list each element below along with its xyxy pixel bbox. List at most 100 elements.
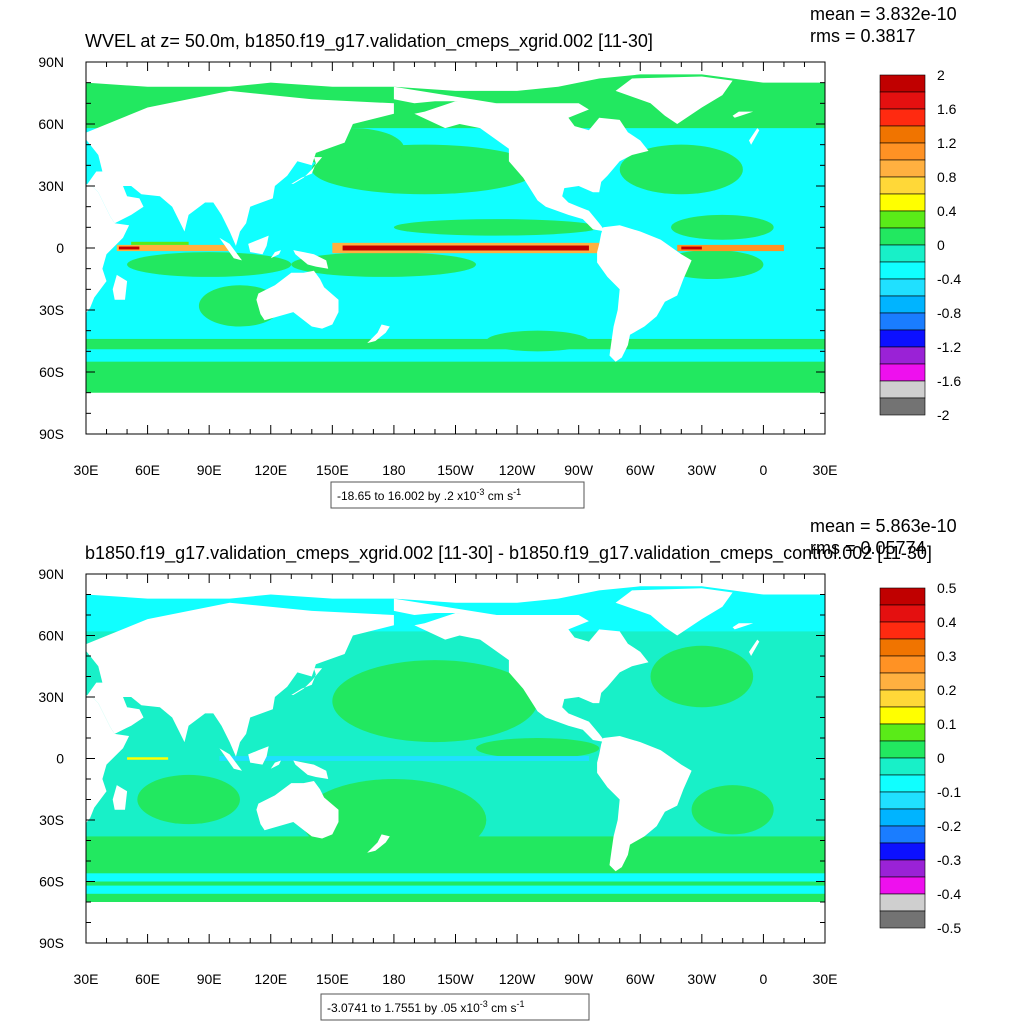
- y-axis: 90N 60N 30N 0 30S 60S 90S: [38, 566, 825, 951]
- landmass-13: [367, 834, 390, 853]
- colorbar-label: 0: [937, 750, 945, 766]
- landmass-5: [615, 588, 733, 636]
- colorbar-box: [879, 397, 926, 416]
- landmass-14: [393, 598, 497, 615]
- colorbar-box: [879, 329, 926, 348]
- colorbar-label: -0.4: [937, 886, 961, 902]
- colorbar-box: [879, 621, 926, 640]
- colorbar-label: -0.5: [937, 920, 961, 936]
- colorbar-box: [879, 278, 926, 297]
- y-tick-label: 60S: [39, 364, 64, 380]
- x-tick-label: 30W: [687, 462, 717, 478]
- landmass-5: [615, 76, 733, 124]
- colorbar-label: 0.4: [937, 614, 957, 630]
- s-pacific-anomaly: [301, 779, 487, 861]
- landmass-12: [291, 668, 323, 695]
- indian-anomaly: [137, 774, 240, 825]
- info-text: -3.0741 to 1.7551 by .05 x10-3 cm s-1: [327, 999, 525, 1015]
- landmass-16: [749, 639, 760, 656]
- colorbar-box: [879, 876, 926, 895]
- y-tick-label: 30S: [39, 812, 64, 828]
- x-tick-label: 30E: [813, 462, 838, 478]
- landmass-4: [597, 736, 692, 872]
- stat-rms: rms = 0.3817: [810, 26, 916, 46]
- landmass-13: [367, 324, 390, 344]
- n-pacific-anomaly: [332, 660, 538, 743]
- landmass-15: [732, 111, 754, 118]
- landmass-6: [86, 902, 825, 943]
- contour-info-box: -18.65 to 16.002 by .2 x10-3 cm s-1: [330, 481, 585, 509]
- colorbar-label: 0.3: [937, 648, 957, 664]
- stat-mean: mean = 5.863e-10: [810, 516, 957, 536]
- landmass-2: [256, 781, 339, 839]
- colorbar-box: [879, 295, 926, 314]
- panel-title: b1850.f19_g17.validation_cmeps_xgrid.002…: [85, 543, 932, 564]
- colorbar-box: [879, 791, 926, 810]
- atlantic-n-eq-band: [671, 214, 774, 240]
- x-tick-label: 0: [760, 971, 768, 987]
- y-tick-label: 0: [56, 751, 64, 767]
- x-tick-label: 60W: [626, 971, 656, 987]
- x-tick-label: 30E: [74, 971, 99, 987]
- landmass-10: [293, 250, 329, 269]
- colorbar-box: [879, 706, 926, 725]
- e-pacific-anomaly: [476, 738, 600, 759]
- colorbar-box: [879, 587, 926, 606]
- x-tick-label: 120W: [499, 971, 536, 987]
- x-tick-label: 30E: [74, 462, 99, 478]
- colorbar-label: 2: [937, 67, 945, 83]
- pacific-s-eq-band: [291, 252, 477, 277]
- y-axis: 90N 60N 30N 0 30S 60S 90S: [38, 54, 825, 442]
- colorbar-box: [879, 825, 926, 844]
- stat-mean: mean = 3.832e-10: [810, 4, 957, 24]
- y-tick-label: 90S: [39, 935, 64, 951]
- eq-positive-strip: [127, 757, 169, 760]
- landmass-7: [112, 785, 128, 810]
- southern-ocean-band: [86, 338, 825, 397]
- landmass-6: [86, 392, 825, 434]
- colorbar-box: [879, 910, 926, 929]
- colorbar-box: [879, 689, 926, 708]
- x-tick-label: 90E: [197, 462, 222, 478]
- landmass-3: [414, 101, 649, 232]
- colorbar-label: -2: [937, 407, 950, 423]
- y-tick-label: 30N: [38, 178, 64, 194]
- x-tick-label: 90W: [564, 971, 594, 987]
- colorbar-box: [879, 757, 926, 776]
- colorbar-label: -0.4: [937, 271, 961, 287]
- colorbar-box: [879, 74, 926, 93]
- info-box-frame: [330, 481, 585, 509]
- x-tick-label: 120E: [254, 971, 287, 987]
- x-axis: 30E 60E 90E 120E 150E 180 150W 120W 90W 60W 30W 0 30…: [74, 62, 838, 478]
- southern-ocean-stripe2: [86, 885, 825, 894]
- southern-ocean-stripe: [86, 873, 825, 882]
- landmass-7: [112, 274, 128, 300]
- y-tick-label: 60S: [39, 874, 64, 890]
- colorbar-label: 0.5: [937, 580, 957, 596]
- colorbar-label: -1.2: [937, 339, 961, 355]
- colorbar-box: [879, 142, 926, 161]
- landmass-8: [219, 237, 242, 261]
- colorbar-box: [879, 774, 926, 793]
- y-tick-label: 0: [56, 240, 64, 256]
- colorbar-box: [879, 859, 926, 878]
- colorbar-box: [879, 893, 926, 912]
- landmass-10: [293, 760, 329, 779]
- indian-downwelling: [131, 241, 189, 245]
- indian-eq-band: [127, 252, 292, 277]
- info-text: -18.65 to 16.002 by .2 x10-3 cm s-1: [337, 487, 521, 503]
- x-tick-label: 60E: [135, 462, 160, 478]
- landmass-14: [393, 86, 497, 104]
- x-tick-label: 30E: [813, 971, 838, 987]
- n-atlantic-band: [619, 144, 743, 195]
- landmass-0: [86, 602, 394, 757]
- x-tick-label: 150W: [437, 971, 474, 987]
- x-tick-label: 90E: [197, 971, 222, 987]
- y-tick-label: 30N: [38, 689, 64, 705]
- indian-upwelling: [116, 244, 230, 252]
- y-tick-label: 30S: [39, 302, 64, 318]
- southern-ocean-stripe: [86, 349, 825, 362]
- colorbar-label: 1.2: [937, 135, 957, 151]
- colorbar-box: [879, 346, 926, 365]
